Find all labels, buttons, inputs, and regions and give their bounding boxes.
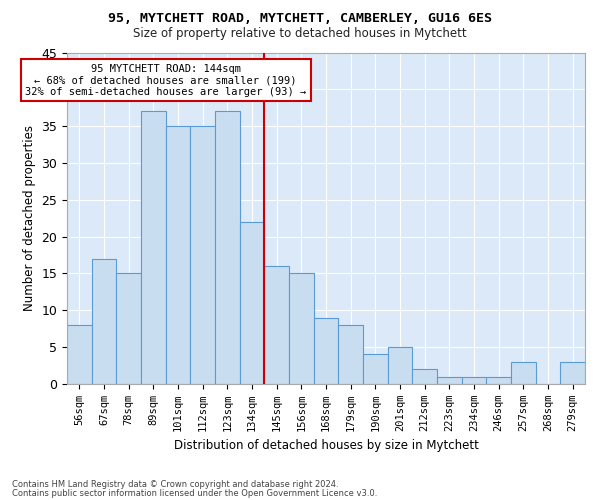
Bar <box>314 318 338 384</box>
Bar <box>166 126 190 384</box>
Bar <box>363 354 388 384</box>
Bar <box>289 274 314 384</box>
Bar <box>141 112 166 384</box>
Bar <box>412 369 437 384</box>
Bar <box>560 362 585 384</box>
Bar <box>338 325 363 384</box>
Bar <box>215 112 240 384</box>
Bar <box>487 376 511 384</box>
Bar <box>511 362 536 384</box>
Bar <box>92 258 116 384</box>
X-axis label: Distribution of detached houses by size in Mytchett: Distribution of detached houses by size … <box>173 440 478 452</box>
Bar <box>388 347 412 384</box>
Text: Contains HM Land Registry data © Crown copyright and database right 2024.: Contains HM Land Registry data © Crown c… <box>12 480 338 489</box>
Text: Size of property relative to detached houses in Mytchett: Size of property relative to detached ho… <box>133 28 467 40</box>
Text: 95, MYTCHETT ROAD, MYTCHETT, CAMBERLEY, GU16 6ES: 95, MYTCHETT ROAD, MYTCHETT, CAMBERLEY, … <box>108 12 492 26</box>
Text: 95 MYTCHETT ROAD: 144sqm
← 68% of detached houses are smaller (199)
32% of semi-: 95 MYTCHETT ROAD: 144sqm ← 68% of detach… <box>25 64 307 96</box>
Bar <box>265 266 289 384</box>
Bar <box>437 376 461 384</box>
Text: Contains public sector information licensed under the Open Government Licence v3: Contains public sector information licen… <box>12 488 377 498</box>
Bar <box>240 222 265 384</box>
Bar <box>67 325 92 384</box>
Bar <box>116 274 141 384</box>
Bar <box>190 126 215 384</box>
Bar <box>461 376 487 384</box>
Y-axis label: Number of detached properties: Number of detached properties <box>23 125 36 311</box>
